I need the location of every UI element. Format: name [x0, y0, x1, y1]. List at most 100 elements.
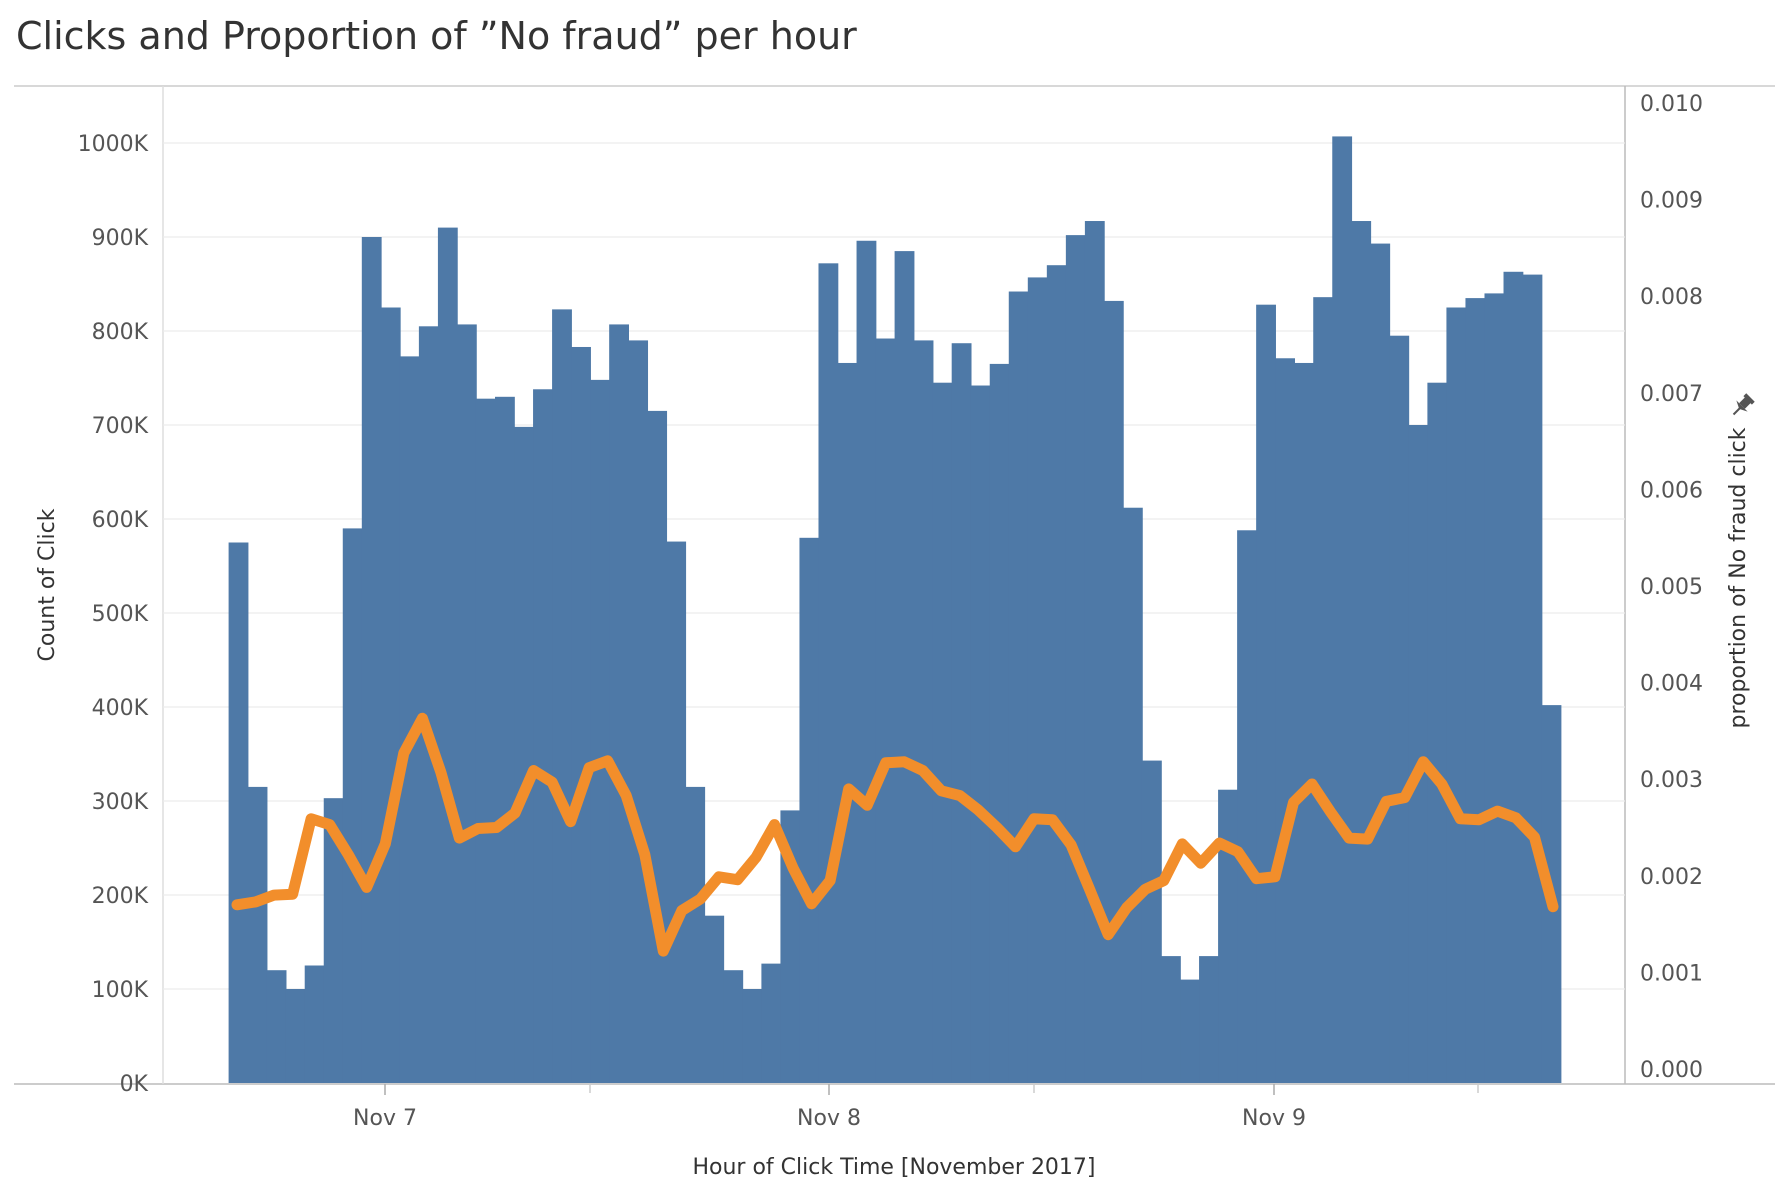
bar: [1465, 298, 1486, 1084]
bar: [761, 963, 782, 1083]
bar: [285, 989, 306, 1083]
bar: [590, 379, 610, 1083]
bar: [951, 343, 972, 1084]
x-tick-label: Nov 7: [353, 1106, 417, 1131]
bar: [342, 528, 363, 1083]
right-tick-label: 0.009: [1640, 189, 1703, 214]
bar: [1237, 530, 1257, 1083]
left-axis-title: Count of Click: [35, 508, 60, 661]
left-tick-label: 0K: [120, 1072, 149, 1097]
pin-icon: [1732, 393, 1755, 416]
bar: [1446, 307, 1467, 1083]
bar: [266, 970, 287, 1083]
left-tick-label: 700K: [92, 414, 149, 439]
left-tick-label: 200K: [92, 884, 149, 909]
x-axis-title: Hour of Click Time [November 2017]: [692, 1155, 1095, 1180]
left-tick-label: 900K: [92, 226, 149, 251]
bar: [1180, 979, 1200, 1083]
bar: [1084, 221, 1105, 1083]
proportion-line: [231, 712, 1559, 957]
bar: [1427, 382, 1448, 1083]
bar: [647, 410, 668, 1083]
bar: [685, 786, 706, 1083]
right-tick-label: 0.010: [1640, 92, 1703, 117]
left-tick-label: 1000K: [78, 132, 149, 157]
bar: [837, 362, 858, 1084]
bar: [1161, 956, 1181, 1083]
bar: [1313, 297, 1334, 1083]
right-tick-label: 0.002: [1640, 865, 1703, 890]
bar: [437, 227, 458, 1084]
left-tick-label: 800K: [92, 320, 149, 345]
bar: [856, 240, 877, 1083]
bar: [666, 541, 687, 1083]
bar: [704, 915, 725, 1083]
bar: [1065, 235, 1086, 1083]
chart-title: Clicks and Proportion of ”No fraud” per …: [16, 14, 857, 58]
bar: [913, 340, 934, 1083]
left-tick-label: 300K: [92, 790, 149, 815]
right-tick-label: 0.003: [1640, 768, 1703, 793]
bar: [1141, 760, 1162, 1083]
bar: [628, 340, 649, 1083]
bar: [418, 326, 439, 1083]
right-tick-label: 0.001: [1640, 961, 1703, 986]
bar: [799, 537, 820, 1083]
right-axis-title: proportion of No fraud click: [1726, 427, 1751, 728]
x-tick-label: Nov 8: [797, 1106, 861, 1131]
bar: [1218, 789, 1238, 1083]
bar: [1103, 300, 1124, 1083]
bar: [304, 965, 325, 1083]
bar: [1370, 243, 1391, 1083]
chart-frame: [14, 85, 1775, 1085]
bar: [723, 970, 744, 1083]
bar: [552, 309, 572, 1083]
left-tick-label: 600K: [92, 508, 149, 533]
bar: [1522, 274, 1543, 1084]
right-tick-label: 0.008: [1640, 285, 1703, 310]
left-axis: 0K 100K 200K 300K 400K 500K 600K 700K 800K 900K 10…: [78, 132, 149, 1097]
right-tick-label: 0.006: [1640, 478, 1703, 503]
bar: [1503, 271, 1524, 1083]
bar: [495, 396, 515, 1083]
bar: [894, 251, 915, 1084]
bar: [380, 307, 401, 1083]
left-tick-label: 500K: [92, 602, 149, 627]
bar: [932, 382, 953, 1083]
bar: [609, 324, 629, 1083]
bar: [1332, 136, 1353, 1084]
x-tick-label: Nov 9: [1242, 1106, 1306, 1131]
left-tick-label: 400K: [92, 696, 149, 721]
left-tick-label: 100K: [92, 978, 149, 1003]
bar: [1008, 291, 1029, 1083]
bar: [1027, 277, 1048, 1083]
bar: [1484, 293, 1505, 1083]
bar: [1199, 956, 1219, 1083]
bar: [1046, 265, 1067, 1083]
bar-series: [228, 136, 1562, 1084]
axis-titles: Hour of Click Time [November 2017] Count …: [35, 393, 1755, 1180]
bar: [571, 346, 591, 1084]
bar: [323, 798, 344, 1083]
bar: [475, 398, 496, 1083]
bar: [1351, 221, 1372, 1083]
bar: [533, 389, 553, 1083]
bar: [1408, 425, 1429, 1083]
bar: [1294, 362, 1315, 1084]
right-tick-label: 0.007: [1640, 382, 1703, 407]
bar: [875, 338, 896, 1083]
right-tick-label: 0.000: [1640, 1058, 1703, 1083]
bar: [989, 363, 1010, 1083]
bar: [514, 426, 534, 1083]
bar: [1256, 304, 1276, 1083]
bar: [970, 385, 991, 1083]
line-series: [231, 712, 1559, 957]
bar: [818, 263, 839, 1083]
bar: [361, 237, 382, 1083]
right-axis: 0.000 0.001 0.002 0.003 0.004 0.005 0.006 0.007…: [1640, 92, 1703, 1083]
bar: [742, 989, 763, 1083]
bar: [399, 356, 420, 1083]
bar: [1122, 507, 1143, 1084]
right-tick-label: 0.005: [1640, 575, 1703, 600]
